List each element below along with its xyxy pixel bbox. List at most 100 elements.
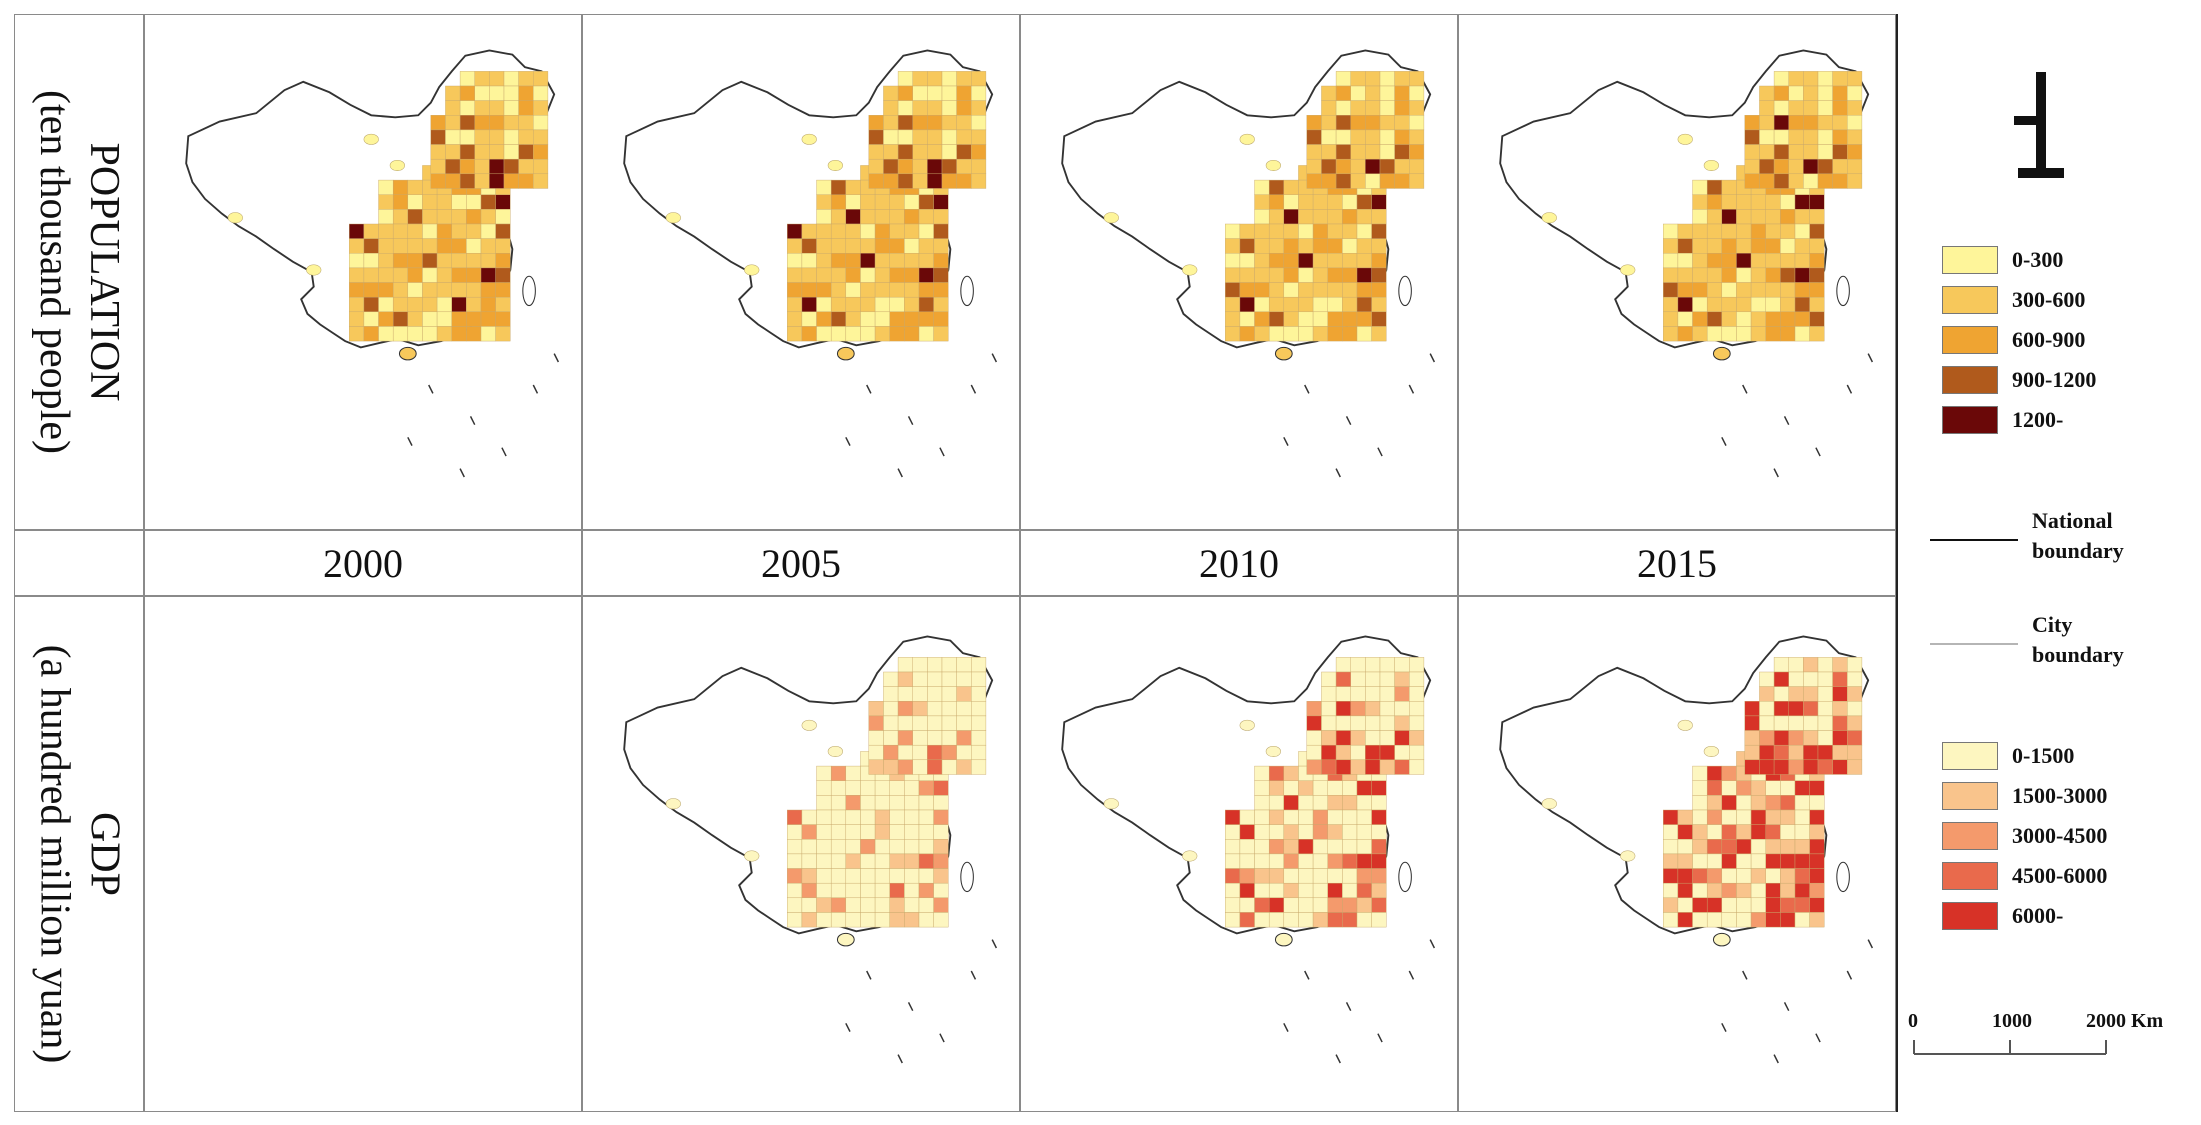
city-polygon: [1721, 253, 1737, 269]
city-polygon: [904, 311, 920, 327]
city-polygon: [518, 71, 534, 87]
city-polygon: [830, 311, 847, 327]
city-polygon: [1677, 282, 1693, 298]
city-polygon: [1759, 173, 1775, 189]
city-polygon: [1721, 765, 1737, 781]
city-polygon: [392, 253, 409, 269]
city-polygon: [1312, 780, 1328, 796]
city-polygon: [874, 296, 890, 313]
city-polygon: [518, 144, 534, 160]
gdp-legend-item: 0-1500: [1942, 742, 2074, 770]
city-polygon: [1409, 759, 1425, 775]
city-polygon: [933, 296, 949, 313]
city-polygon: [1736, 296, 1752, 313]
city-polygon: [1350, 744, 1366, 761]
city-polygon: [466, 238, 482, 254]
city-polygon: [1394, 158, 1410, 175]
population-legend-label: 900-1200: [2012, 367, 2097, 392]
city-polygon: [1750, 267, 1766, 283]
city-polygon: [1409, 730, 1425, 746]
city-polygon: [889, 296, 905, 313]
city-polygon: [883, 671, 899, 687]
city-polygon: [1327, 853, 1343, 869]
city-polygon: [889, 282, 905, 298]
city-polygon: [787, 253, 803, 269]
city-polygon: [874, 780, 890, 796]
city-polygon: [1847, 158, 1863, 175]
city-polygon: [1306, 759, 1322, 775]
city-polygon: [1809, 296, 1825, 313]
city-polygon: [1379, 71, 1395, 87]
city-polygon: [480, 194, 496, 210]
city-polygon: [860, 868, 876, 884]
city-polygon: [933, 238, 949, 254]
city-polygon: [1239, 267, 1255, 283]
city-polygon: [436, 223, 452, 239]
city-polygon: [1335, 129, 1351, 145]
city-polygon: [889, 853, 905, 869]
city-polygon: [1759, 100, 1775, 116]
city-polygon: [897, 129, 913, 145]
city-polygon: [1759, 701, 1775, 717]
city-polygon: [451, 209, 467, 225]
city-polygon: [956, 85, 972, 101]
boundary-legend-label: City boundary: [2032, 610, 2124, 670]
city-polygon: [1736, 912, 1752, 928]
city-polygon: [436, 267, 452, 283]
city-polygon: [1692, 795, 1708, 811]
city-polygon: [1703, 745, 1719, 757]
city-polygon: [860, 897, 876, 913]
city-polygon: [918, 253, 934, 269]
city-polygon: [459, 85, 475, 101]
city-polygons: [349, 71, 549, 342]
city-polygon: [389, 159, 405, 171]
city-polygon: [1350, 71, 1366, 87]
city-polygon: [392, 282, 409, 298]
city-polygon: [1365, 730, 1381, 746]
city-polygon: [1817, 173, 1833, 189]
city-polygon: [1350, 701, 1366, 717]
city-polygon: [1371, 296, 1387, 313]
city-polygon: [1342, 912, 1358, 928]
city-polygon: [801, 133, 817, 145]
city-polygon: [1706, 194, 1723, 210]
city-polygon: [1780, 253, 1796, 269]
city-polygon: [1788, 701, 1804, 717]
city-polygon: [1692, 223, 1708, 239]
city-polygon: [422, 223, 438, 239]
city-polygon: [801, 296, 817, 313]
city-polygon: [1327, 868, 1343, 884]
city-polygon: [933, 839, 949, 855]
city-polygon: [1225, 824, 1241, 840]
city-polygon: [889, 897, 905, 913]
city-polygon: [445, 100, 461, 116]
city-polygon: [489, 158, 505, 175]
year-label: 2015: [1637, 540, 1717, 586]
city-polygon: [904, 853, 920, 869]
city-polygon: [1736, 223, 1752, 239]
city-polygon: [1794, 853, 1810, 869]
population-map-2010: [1032, 40, 1452, 500]
city-polygon: [349, 311, 365, 327]
city-polygon: [1283, 223, 1299, 239]
city-polygon: [1379, 100, 1395, 116]
city-polygon: [816, 326, 832, 342]
city-polygon: [1692, 194, 1708, 210]
city-polygon: [407, 296, 423, 313]
city-polygon: [1692, 282, 1708, 298]
city-polygon: [1847, 100, 1863, 116]
city-polygon: [918, 267, 934, 283]
city-polygon: [1239, 223, 1255, 239]
city-polygon: [927, 71, 943, 87]
city-polygon: [1794, 912, 1810, 928]
city-polygon: [1327, 209, 1343, 225]
city-polygon: [422, 194, 438, 210]
city-polygon: [349, 238, 365, 254]
south-china-sea-dash: [907, 416, 914, 426]
city-polygon: [1254, 824, 1270, 840]
south-china-sea-dash: [1742, 970, 1748, 980]
city-polygon: [941, 100, 957, 116]
city-polygon: [971, 173, 987, 189]
city-polygon: [1663, 282, 1679, 298]
city-polygon: [1298, 326, 1314, 342]
